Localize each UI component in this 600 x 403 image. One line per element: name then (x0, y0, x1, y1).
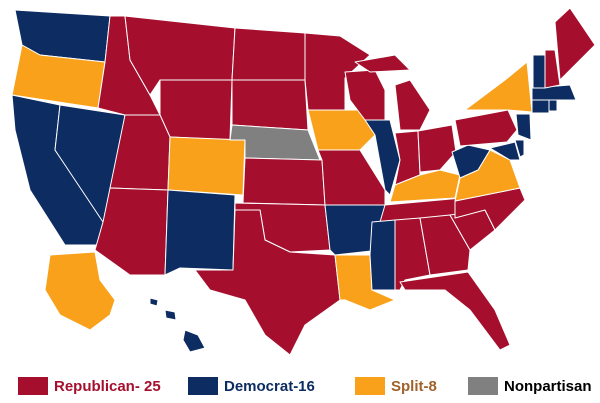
state-sd (231, 79, 309, 131)
state-wv (451, 144, 491, 179)
state-ks (242, 157, 326, 206)
legend-label: Split-8 (391, 378, 437, 395)
state-me (554, 7, 596, 81)
legend-swatch (18, 377, 48, 395)
legend-swatch (188, 377, 218, 395)
legend-swatch (468, 377, 498, 395)
state-mi (394, 79, 431, 131)
state-mi-upper (354, 54, 411, 73)
state-tx (194, 209, 341, 356)
state-nm (164, 189, 236, 276)
state-il (364, 119, 401, 196)
legend-swatch (355, 377, 385, 395)
state-vt (532, 54, 546, 89)
state-pa (454, 109, 518, 147)
legend-label: Democrat-16 (224, 378, 315, 395)
state-wy (159, 79, 233, 141)
state-mn (304, 32, 371, 111)
state-co (167, 136, 246, 196)
state-md (489, 141, 521, 161)
legend: Republican- 25 Democrat-16 Split-8 Nonpa… (18, 377, 592, 395)
state-hi (182, 329, 206, 353)
state-nd (231, 27, 306, 81)
state-ms (369, 219, 396, 291)
legend-label: Nonpartisan (504, 378, 592, 395)
state-de (514, 139, 525, 158)
state-nh (544, 49, 561, 89)
state-fl (399, 271, 511, 351)
state-ar (324, 204, 386, 256)
state-nj (515, 113, 532, 141)
state-ia (307, 109, 376, 151)
state-hi-2 (164, 309, 177, 321)
state-ri (548, 99, 558, 112)
state-oh (417, 124, 457, 173)
states (11, 7, 596, 356)
state-ny (464, 61, 533, 113)
state-ct (531, 99, 550, 114)
state-ga (419, 214, 471, 276)
state-ak (44, 251, 116, 331)
state-hi-3 (149, 297, 159, 307)
legend-label: Republican- 25 (54, 378, 161, 395)
state-mo (317, 149, 386, 206)
